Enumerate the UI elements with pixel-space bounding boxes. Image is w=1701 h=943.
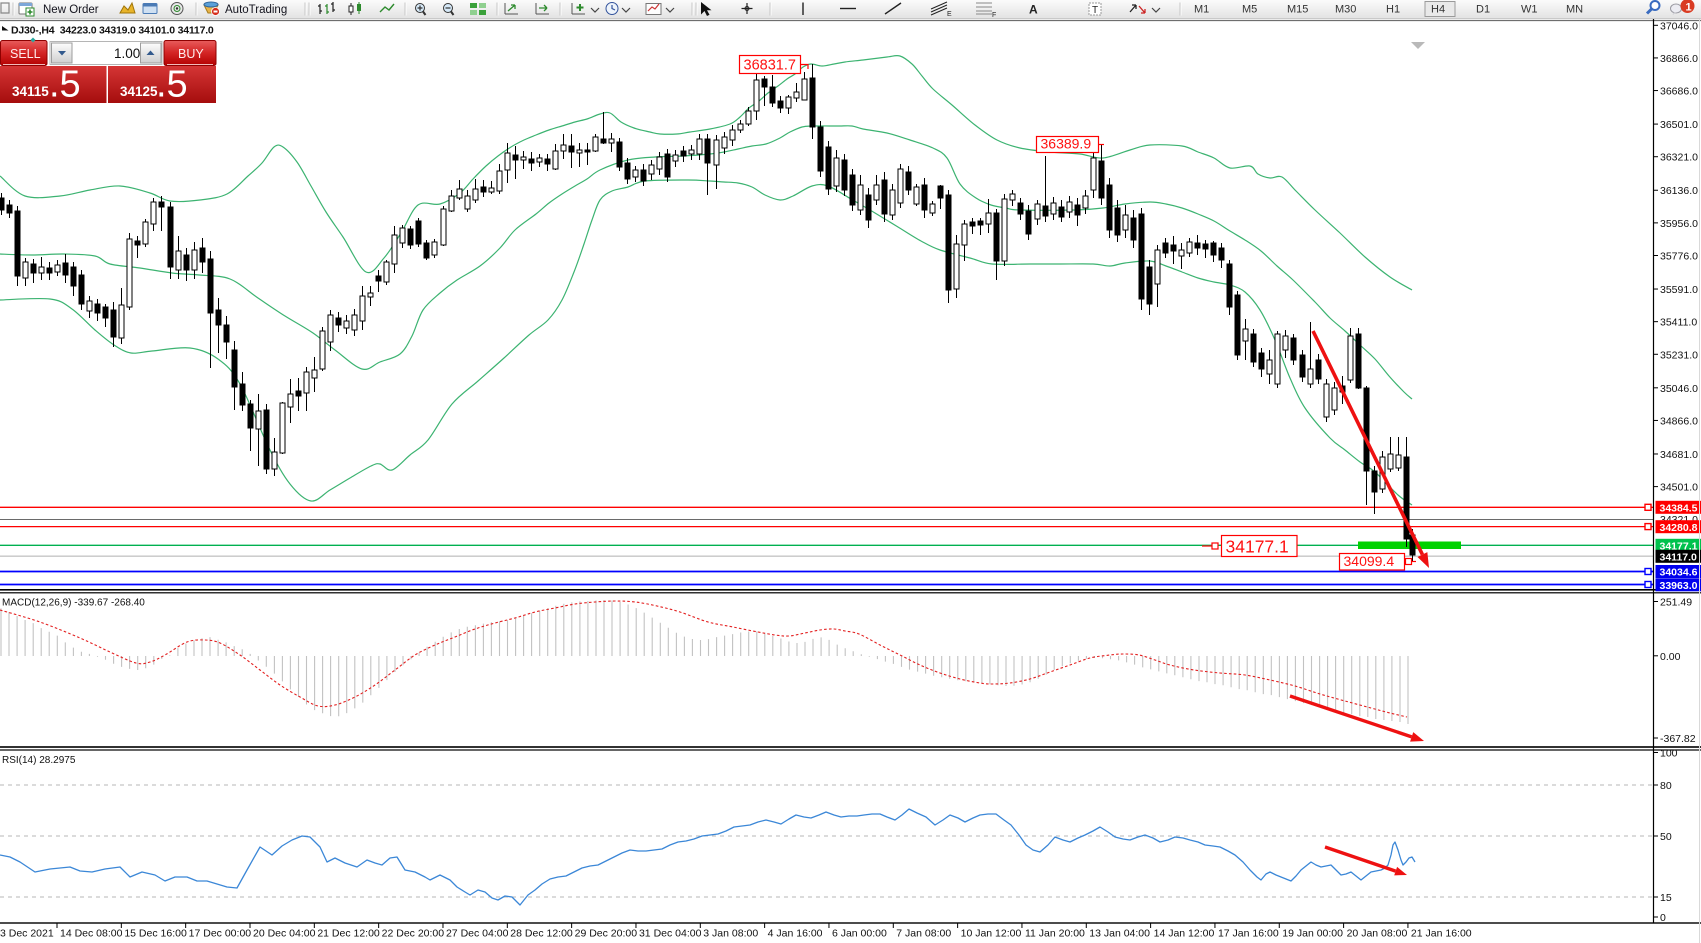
svg-text:E: E [947,11,952,18]
svg-text:1.00: 1.00 [114,46,140,61]
svg-text:11 Jan 20:00: 11 Jan 20:00 [1025,928,1085,940]
svg-text:3 Dec 2021: 3 Dec 2021 [0,928,54,940]
svg-text:M5: M5 [1242,4,1257,16]
svg-text:H1: H1 [1386,4,1400,16]
svg-text:34117.0: 34117.0 [1660,552,1698,564]
svg-text:35046.0: 35046.0 [1660,383,1698,395]
svg-text:New Order: New Order [43,4,99,16]
svg-text:A: A [1029,3,1038,17]
svg-text:20 Dec 04:00: 20 Dec 04:00 [253,928,316,940]
svg-text:.5: .5 [49,64,81,106]
svg-text:34177.1: 34177.1 [1226,537,1289,557]
svg-text:SELL: SELL [10,47,41,61]
svg-text:36389.9: 36389.9 [1041,136,1092,152]
svg-text:0.00: 0.00 [1660,651,1681,663]
svg-text:10 Jan 12:00: 10 Jan 12:00 [961,928,1022,940]
svg-text:19 Jan 00:00: 19 Jan 00:00 [1282,928,1343,940]
svg-text:RSI(14) 28.2975: RSI(14) 28.2975 [2,755,76,766]
svg-text:3 Jan 08:00: 3 Jan 08:00 [703,928,758,940]
svg-text:35956.0: 35956.0 [1660,218,1698,230]
svg-text:21 Dec 12:00: 21 Dec 12:00 [317,928,380,940]
svg-text:34177.1: 34177.1 [1660,541,1698,553]
svg-text:D1: D1 [1476,4,1490,16]
svg-text:AutoTrading: AutoTrading [225,4,287,16]
svg-text:17 Jan 16:00: 17 Jan 16:00 [1218,928,1279,940]
svg-text:14 Dec 08:00: 14 Dec 08:00 [60,928,123,940]
svg-text:T: T [1092,5,1098,16]
svg-text:34384.5: 34384.5 [1660,503,1698,515]
svg-text:36321.0: 36321.0 [1660,152,1698,164]
svg-text:34280.8: 34280.8 [1660,522,1698,534]
svg-text:H4: H4 [1431,4,1445,16]
svg-text:20 Jan 08:00: 20 Jan 08:00 [1347,928,1408,940]
svg-text:36136.0: 36136.0 [1660,185,1698,197]
svg-text:13 Jan 04:00: 13 Jan 04:00 [1089,928,1150,940]
svg-text:27 Dec 04:00: 27 Dec 04:00 [446,928,509,940]
svg-text:6 Jan 00:00: 6 Jan 00:00 [832,928,887,940]
svg-text:36686.0: 36686.0 [1660,86,1698,98]
svg-text:34125: 34125 [120,84,158,99]
svg-text:35231.0: 35231.0 [1660,349,1698,361]
svg-text:35411.0: 35411.0 [1660,317,1697,329]
svg-text:251.49: 251.49 [1660,597,1692,609]
svg-text:M30: M30 [1335,4,1356,16]
svg-text:35591.0: 35591.0 [1660,284,1698,296]
svg-text:17 Dec 00:00: 17 Dec 00:00 [189,928,252,940]
svg-text:15 Dec 16:00: 15 Dec 16:00 [124,928,187,940]
svg-text:50: 50 [1660,831,1672,843]
svg-text:34099.4: 34099.4 [1344,553,1395,569]
svg-text:F: F [992,12,996,19]
svg-text:34501.0: 34501.0 [1660,482,1698,494]
svg-text:M15: M15 [1287,4,1308,16]
svg-text:36866.0: 36866.0 [1660,53,1698,65]
svg-text:34034.6: 34034.6 [1660,567,1698,579]
svg-text:29 Dec 20:00: 29 Dec 20:00 [575,928,638,940]
svg-text:W1: W1 [1521,4,1538,16]
svg-text:34681.0: 34681.0 [1660,449,1698,461]
svg-text:4 Jan 16:00: 4 Jan 16:00 [768,928,823,940]
svg-text:MACD(12,26,9) -339.67 -268.40: MACD(12,26,9) -339.67 -268.40 [2,598,145,609]
svg-text:.5: .5 [156,64,188,106]
svg-text:28 Dec 12:00: 28 Dec 12:00 [510,928,573,940]
svg-text:37046.0: 37046.0 [1660,20,1698,32]
svg-text:31 Dec 04:00: 31 Dec 04:00 [639,928,702,940]
svg-text:80: 80 [1660,780,1672,792]
svg-text:7 Jan 08:00: 7 Jan 08:00 [896,928,951,940]
svg-text:14 Jan 12:00: 14 Jan 12:00 [1154,928,1215,940]
svg-text:34115: 34115 [12,84,49,99]
svg-text:34866.0: 34866.0 [1660,415,1698,427]
svg-text:DJ30-,H4 34223.0 34319.0 3410: DJ30-,H4 34223.0 34319.0 34101.0 34117.0 [11,25,214,37]
svg-text:36831.7: 36831.7 [744,58,796,74]
svg-text:-367.82: -367.82 [1660,733,1696,745]
svg-text:0: 0 [1660,912,1666,924]
svg-text:22 Dec 20:00: 22 Dec 20:00 [382,928,445,940]
svg-text:35776.0: 35776.0 [1660,251,1698,263]
svg-text:BUY: BUY [178,47,204,61]
svg-text:15: 15 [1660,892,1672,904]
svg-text:MN: MN [1566,4,1583,16]
svg-text:33963.0: 33963.0 [1660,580,1698,592]
svg-text:21 Jan 16:00: 21 Jan 16:00 [1411,928,1472,940]
svg-text:36501.0: 36501.0 [1660,119,1698,131]
svg-text:100: 100 [1660,748,1678,760]
svg-text:1: 1 [1686,2,1692,14]
svg-text:M1: M1 [1194,4,1209,16]
